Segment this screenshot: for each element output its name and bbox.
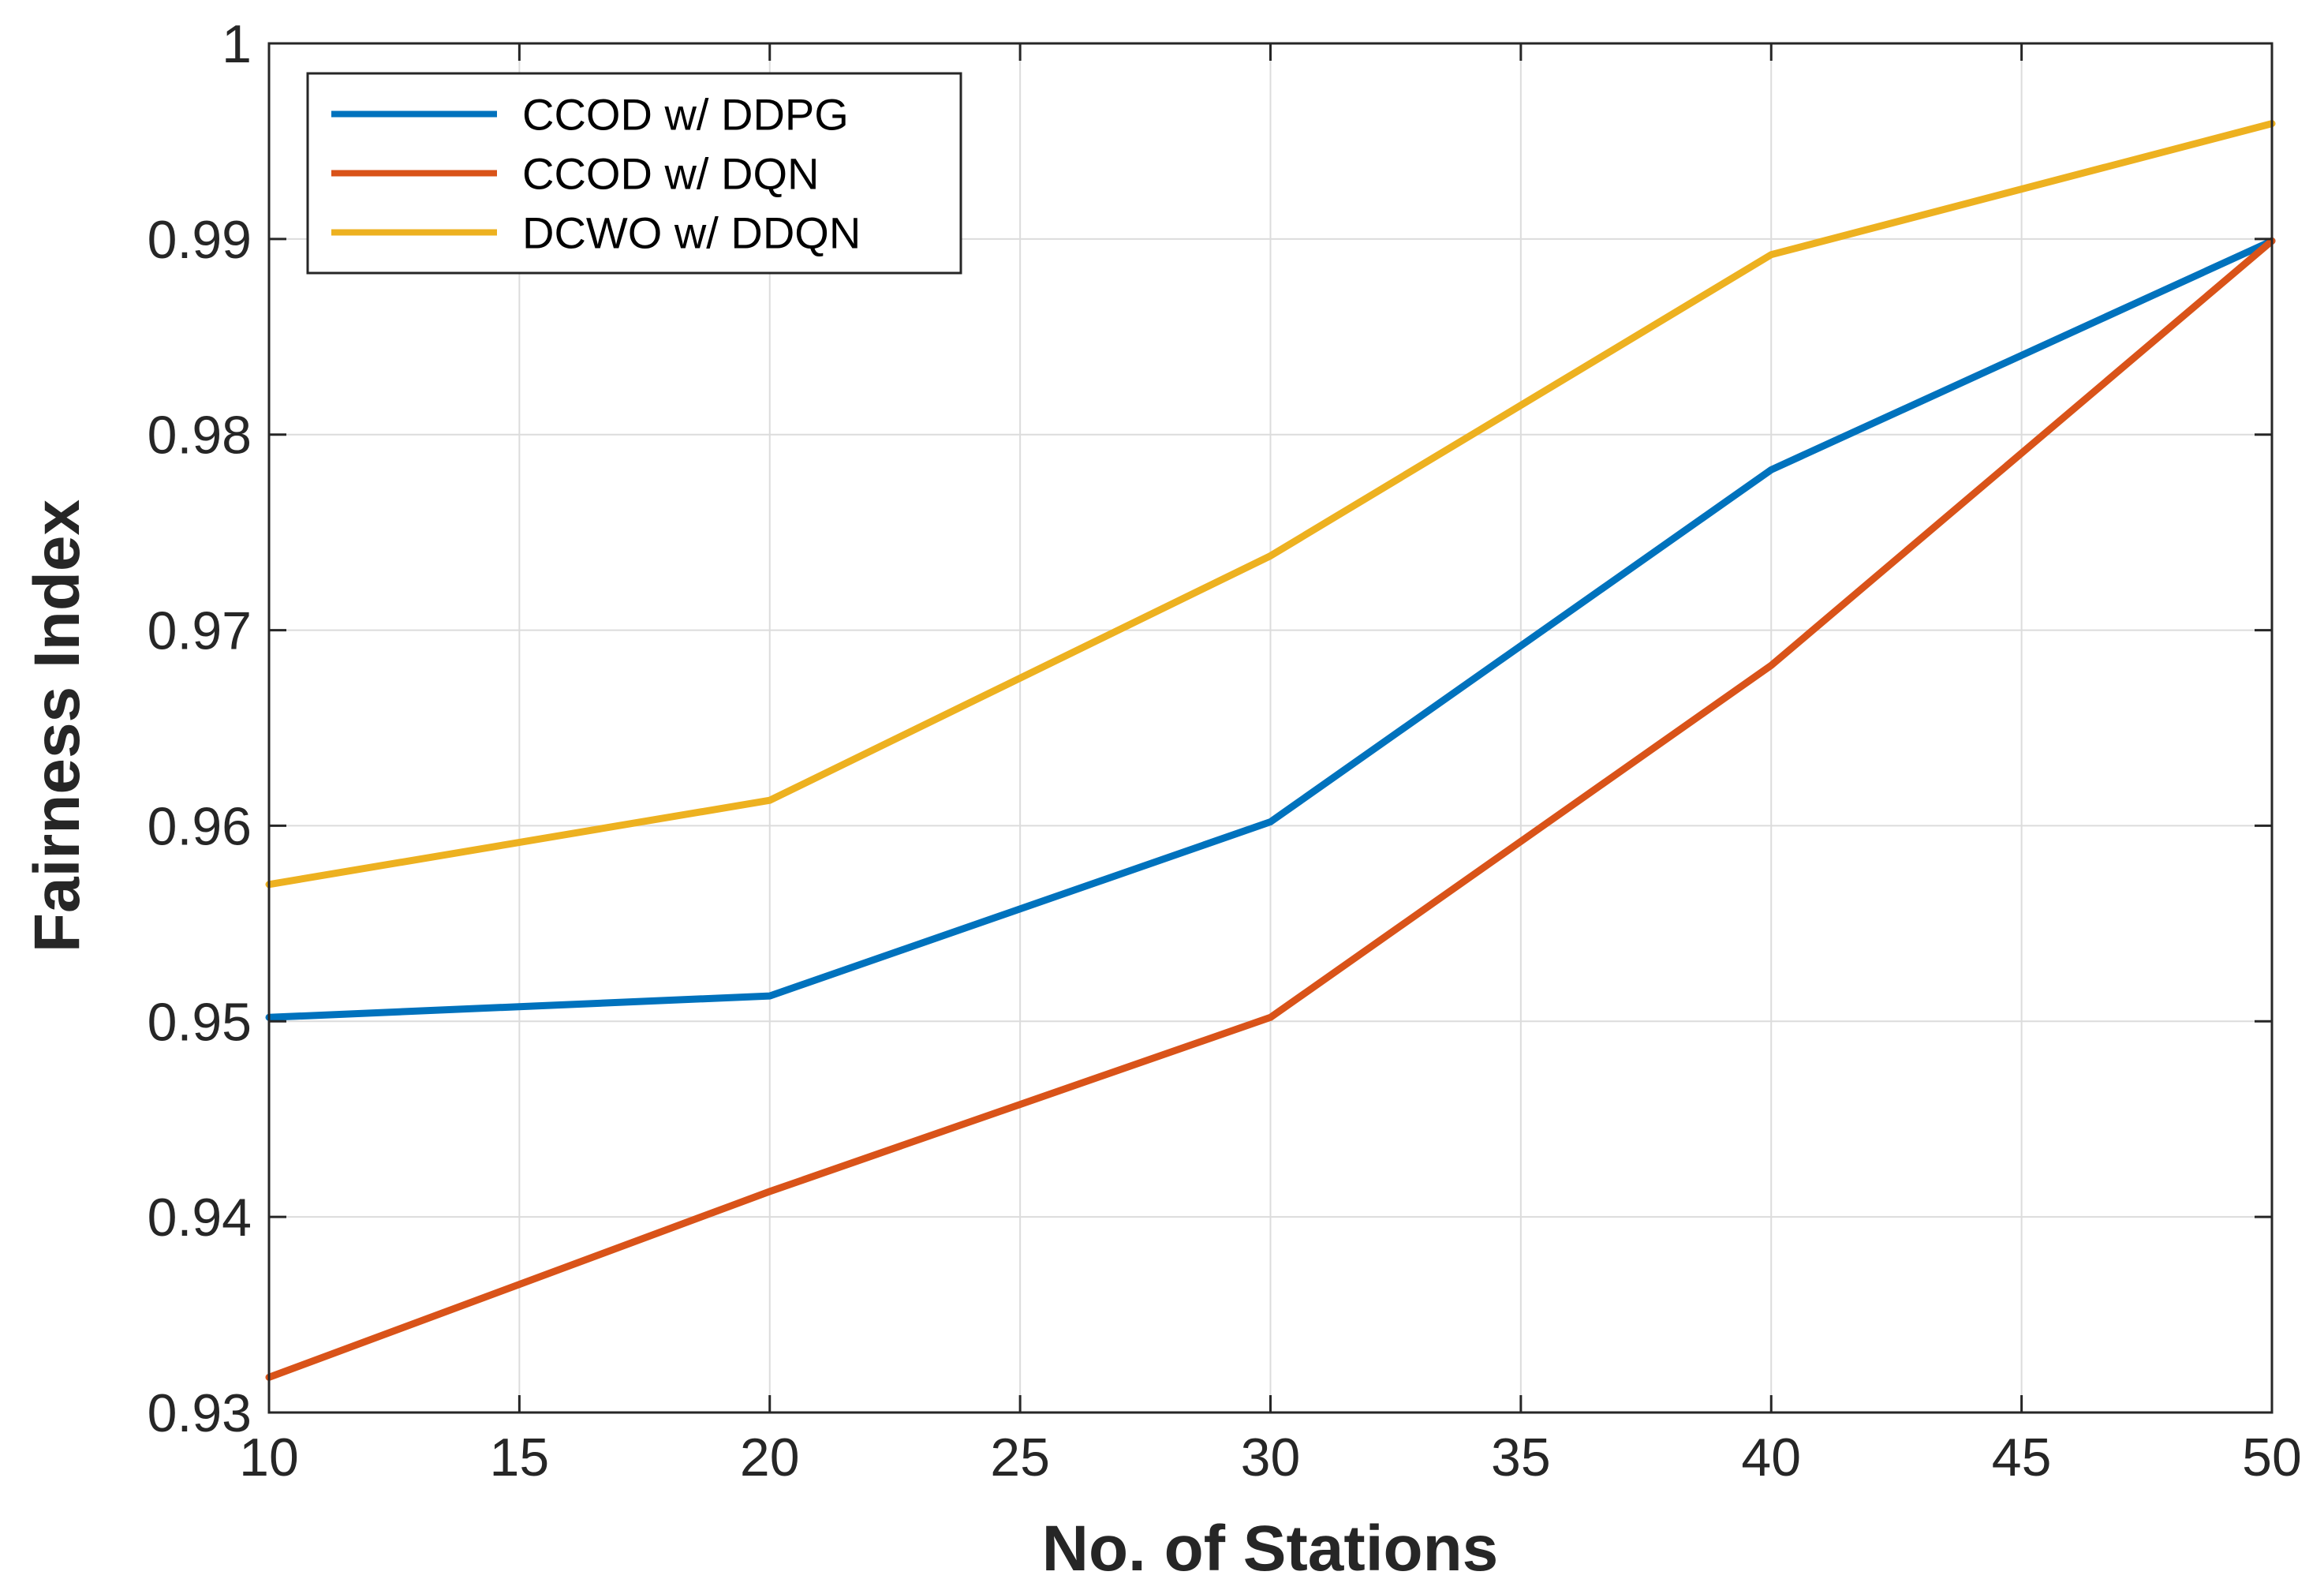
x-tick-label: 45	[1992, 1427, 2052, 1487]
x-tick-label: 30	[1241, 1427, 1301, 1487]
x-tick-label: 20	[740, 1427, 800, 1487]
y-tick-label: 1	[222, 14, 252, 74]
x-axis-title: No. of Stations	[1042, 1513, 1499, 1585]
x-tick-label: 35	[1491, 1427, 1551, 1487]
legend-label-3: DCWO w/ DDQN	[522, 208, 861, 258]
y-tick-label: 0.94	[148, 1188, 252, 1248]
x-tick-label: 15	[490, 1427, 550, 1487]
series-line-3	[265, 120, 2276, 889]
series-line-2	[265, 237, 2276, 1381]
legend-label-1: CCOD w/ DDPG	[522, 90, 849, 140]
y-tick-label: 0.95	[148, 992, 252, 1052]
legend-label-2: CCOD w/ DQN	[522, 149, 819, 199]
legend: CCOD w/ DDPG CCOD w/ DQN DCWO w/ DDQN	[306, 72, 962, 275]
x-tick-label: 50	[2242, 1427, 2302, 1487]
tick-labels: 10 15 20 25 30 35 40 45 50 0.93 0.94 0.95 0.96 0.97 0.…	[148, 14, 2302, 1487]
y-tick-label: 0.99	[148, 210, 252, 270]
y-tick-label: 0.98	[148, 406, 252, 466]
x-tick-label: 40	[1741, 1427, 1801, 1487]
x-tick-label: 10	[239, 1427, 299, 1487]
y-tick-label: 0.96	[148, 796, 252, 856]
y-tick-label: 0.93	[148, 1383, 252, 1443]
series-line-1	[265, 237, 2276, 1021]
y-axis-title: Fairness Index	[21, 500, 93, 952]
series-group	[265, 120, 2276, 1381]
axes	[267, 42, 2274, 1414]
x-tick-label: 25	[990, 1427, 1050, 1487]
y-tick-label: 0.97	[148, 601, 252, 661]
